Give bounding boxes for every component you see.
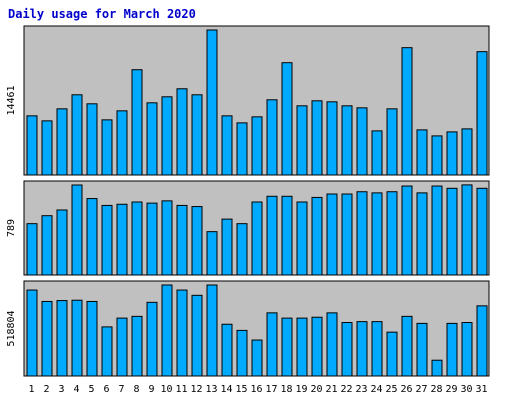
svg-text:789: 789 [6, 219, 17, 237]
svg-text:26: 26 [400, 384, 412, 395]
svg-text:25: 25 [385, 384, 397, 395]
svg-text:19: 19 [295, 384, 307, 395]
svg-text:6: 6 [103, 384, 109, 395]
svg-text:28: 28 [430, 384, 442, 395]
svg-text:15: 15 [235, 384, 247, 395]
svg-text:24: 24 [370, 384, 382, 395]
svg-text:10: 10 [160, 384, 172, 395]
svg-text:22: 22 [340, 384, 352, 395]
svg-text:1: 1 [28, 384, 34, 395]
svg-text:30: 30 [460, 384, 472, 395]
svg-text:27: 27 [415, 384, 427, 395]
svg-text:4: 4 [73, 384, 79, 395]
svg-text:Daily usage for March 2020: Daily usage for March 2020 [8, 7, 196, 21]
svg-text:18: 18 [280, 384, 292, 395]
svg-text:16: 16 [250, 384, 262, 395]
svg-text:13: 13 [205, 384, 217, 395]
svg-text:31: 31 [475, 384, 487, 395]
svg-text:9: 9 [148, 384, 154, 395]
svg-text:3: 3 [58, 384, 64, 395]
svg-text:29: 29 [445, 384, 457, 395]
svg-text:14: 14 [220, 384, 232, 395]
svg-text:14461: 14461 [6, 85, 17, 115]
svg-text:11: 11 [175, 384, 187, 395]
svg-text:5: 5 [88, 384, 94, 395]
svg-text:21: 21 [325, 384, 337, 395]
svg-text:518804: 518804 [6, 310, 17, 346]
svg-text:12: 12 [190, 384, 202, 395]
svg-text:20: 20 [310, 384, 322, 395]
svg-text:2: 2 [43, 384, 49, 395]
svg-text:17: 17 [265, 384, 277, 395]
svg-text:8: 8 [133, 384, 139, 395]
svg-text:7: 7 [118, 384, 124, 395]
svg-text:23: 23 [355, 384, 367, 395]
